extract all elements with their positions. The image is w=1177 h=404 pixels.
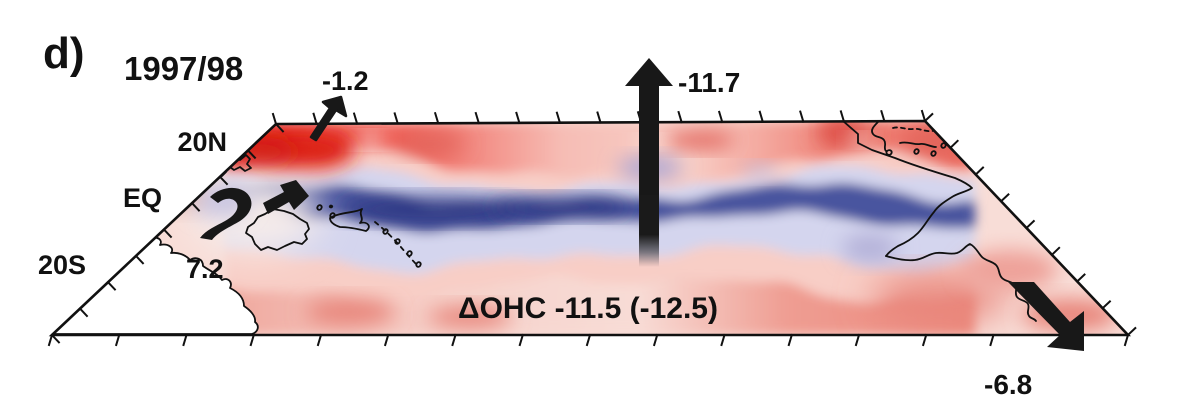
svg-text:d): d) xyxy=(43,29,85,78)
svg-text:-1.2: -1.2 xyxy=(322,66,369,96)
svg-text:20N: 20N xyxy=(177,127,227,157)
svg-text:ΔOHC -11.5 (-12.5): ΔOHC -11.5 (-12.5) xyxy=(458,292,718,325)
svg-text:1997/98: 1997/98 xyxy=(124,50,243,87)
svg-text:7.2: 7.2 xyxy=(186,254,224,284)
svg-text:-11.7: -11.7 xyxy=(678,67,740,98)
svg-text:-6.8: -6.8 xyxy=(984,369,1032,400)
svg-text:EQ: EQ xyxy=(123,183,162,213)
svg-text:20S: 20S xyxy=(38,250,86,280)
